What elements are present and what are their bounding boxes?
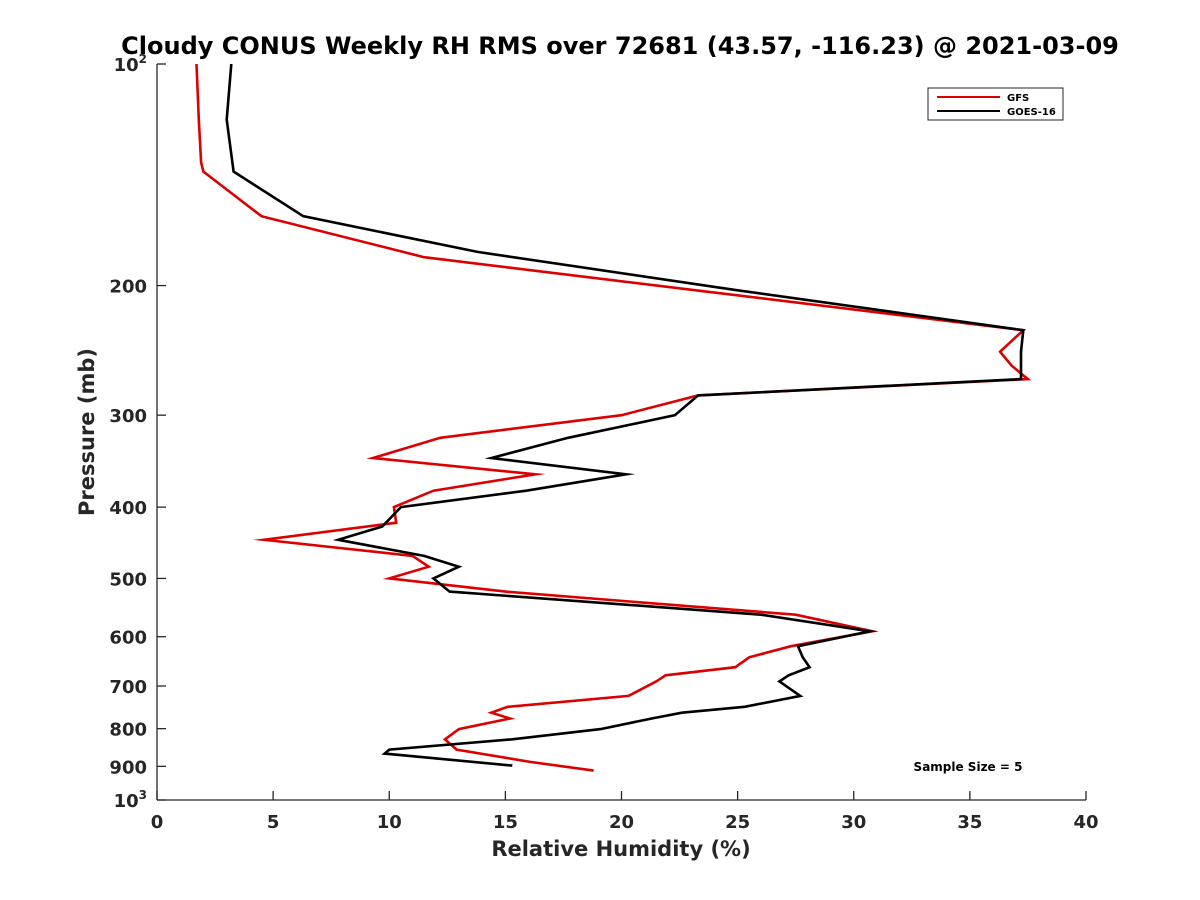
plot-lines: [195, 63, 1032, 772]
chart-title: Cloudy CONUS Weekly RH RMS over 72681 (4…: [121, 32, 1119, 60]
sample-size-annotation: Sample Size = 5: [914, 760, 1023, 774]
legend-label-gfs: GFS: [1007, 93, 1029, 104]
y-axis-ticks: 102 200 300 400 500 600 700 800 900 103: [109, 52, 166, 812]
legend-box: [927, 87, 1064, 121]
x-tick-label: 30: [841, 812, 866, 833]
x-tick-label: 25: [725, 812, 750, 833]
y-tick-label: 300: [109, 406, 147, 427]
x-tick-label: 35: [957, 812, 982, 833]
x-tick-label: 0: [151, 812, 164, 833]
y-tick-label: 103: [114, 788, 147, 812]
legend: GFS GOES-16: [927, 87, 1064, 121]
y-tick-label: 800: [109, 720, 147, 741]
x-tick-label: 10: [377, 812, 402, 833]
y-tick-label: 500: [109, 569, 147, 590]
x-tick-label: 5: [267, 812, 280, 833]
x-axis-ticks: 0 5 10 15 20 25 30 35 40: [151, 791, 1099, 833]
y-tick-label: 400: [109, 498, 147, 519]
legend-label-goes16: GOES-16: [1007, 107, 1056, 118]
x-tick-label: 15: [493, 812, 518, 833]
axes-frame: [156, 64, 1086, 801]
series-line-gfs: [195, 63, 1032, 772]
x-tick-label: 20: [609, 812, 634, 833]
y-tick-label: 200: [109, 277, 147, 298]
x-tick-label: 40: [1073, 812, 1098, 833]
y-tick-label: 102: [114, 52, 147, 76]
x-axis-label: Relative Humidity (%): [491, 837, 750, 861]
series-line-goes16: [225, 63, 1025, 767]
y-tick-label: 600: [109, 628, 147, 649]
y-axis-label: Pressure (mb): [75, 348, 99, 516]
y-tick-label: 900: [109, 757, 147, 778]
y-tick-label: 700: [109, 677, 147, 698]
